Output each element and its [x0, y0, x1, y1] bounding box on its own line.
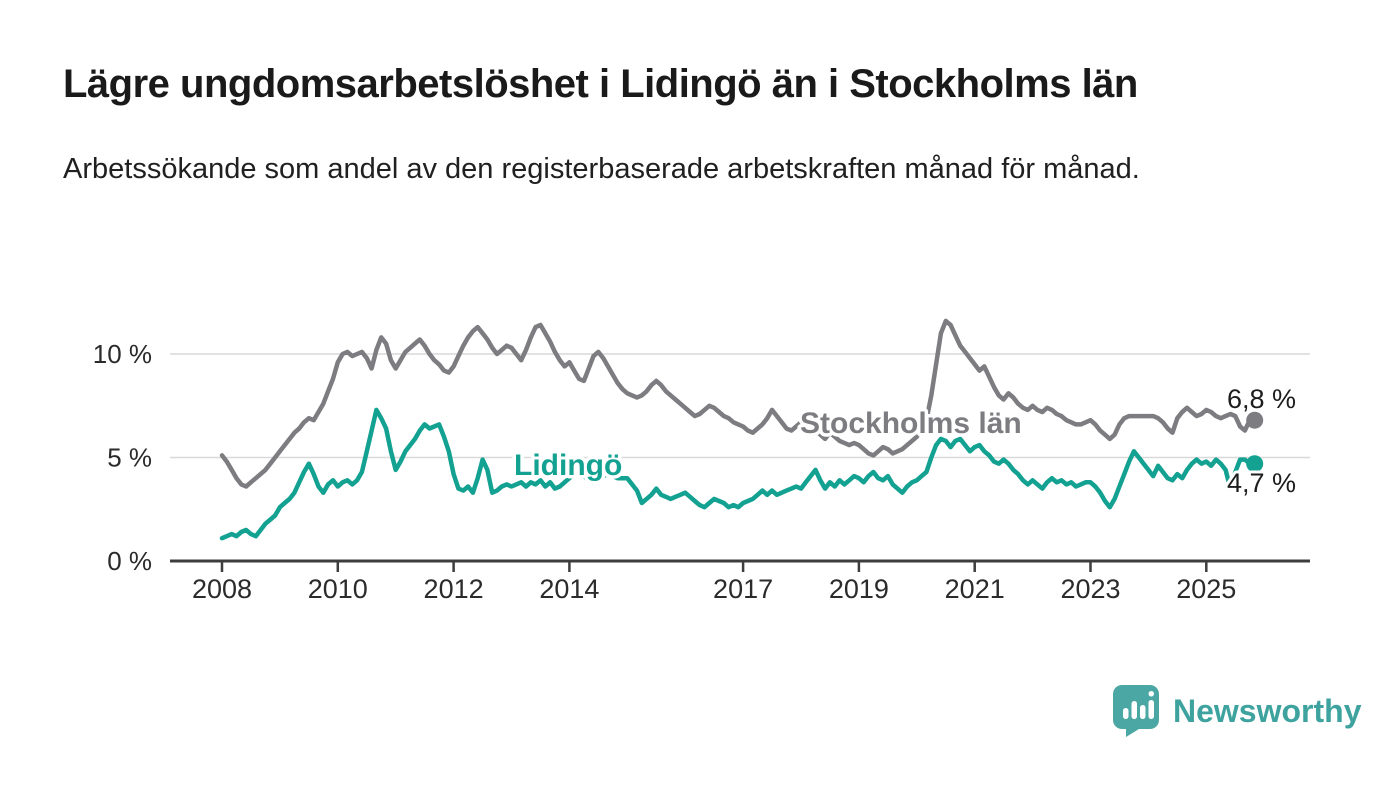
- stockholms-lan-end-value: 6,8 %: [1227, 384, 1296, 414]
- x-tick-label: 2010: [308, 574, 368, 604]
- x-tick-label: 2014: [539, 574, 599, 604]
- x-tick-label: 2017: [713, 574, 773, 604]
- newsworthy-brand: Newsworthy: [1112, 684, 1361, 738]
- x-tick-label: 2008: [192, 574, 252, 604]
- y-tick-label: 5 %: [107, 443, 152, 473]
- y-axis-labels: 0 % 5 % 10 %: [93, 339, 152, 576]
- gridlines: [170, 353, 1310, 459]
- x-tick-label: 2021: [945, 574, 1005, 604]
- x-axis-ticks: 2008 2010 2012 2014 2017 2019 2021 2023 2025: [192, 561, 1236, 604]
- stockholms-lan-series-label: Stockholms län: [800, 407, 1022, 440]
- stockholms-lan-line: [219, 318, 1252, 489]
- x-tick-label: 2023: [1060, 574, 1120, 604]
- y-tick-label: 0 %: [107, 546, 152, 576]
- lidingo-end-dot: [1246, 455, 1264, 473]
- lidingo-series-label: Lidingö: [514, 449, 622, 482]
- y-tick-label: 10 %: [93, 339, 152, 369]
- page-title: Lägre ungdomsarbetslöshet i Lidingö än i…: [63, 62, 1138, 106]
- lidingo-end-value: 4,7 %: [1227, 468, 1296, 498]
- x-tick-label: 2025: [1176, 574, 1236, 604]
- newsworthy-brand-name: Newsworthy: [1173, 692, 1362, 729]
- chart-subtitle: Arbetssökande som andel av den registerb…: [63, 153, 1140, 185]
- stockholms-lan-end-dot: [1246, 411, 1264, 429]
- x-tick-label: 2019: [829, 574, 889, 604]
- x-tick-label: 2012: [424, 574, 484, 604]
- lidingo-line: [219, 407, 1252, 541]
- newsworthy-logo-icon: [1113, 685, 1159, 737]
